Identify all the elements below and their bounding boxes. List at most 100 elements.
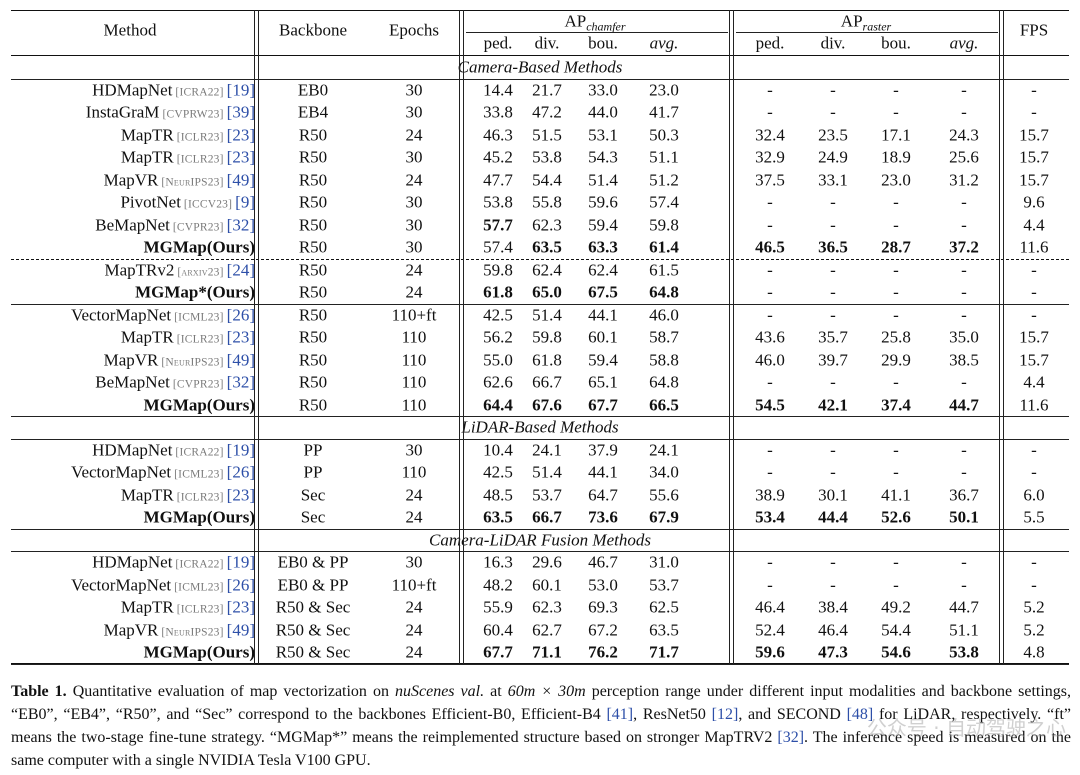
citation-link[interactable]: [26]: [226, 462, 255, 482]
header-backbone: Backbone: [279, 20, 347, 40]
citation-link[interactable]: [19]: [226, 80, 255, 99]
backbone-cell: PP: [303, 462, 323, 482]
raster-cell-3: -: [961, 192, 967, 212]
chamfer-cell-2: 33.0: [588, 80, 618, 100]
citation-link[interactable]: [23]: [226, 147, 255, 167]
raster-cell-1: 24.9: [818, 147, 848, 167]
citation-link[interactable]: [49]: [226, 620, 255, 639]
chamfer-cell-2: 46.7: [588, 552, 618, 572]
chamfer-cell-3: 51.2: [649, 170, 679, 190]
fps-cell: -: [1031, 575, 1037, 595]
epochs-cell: 110: [401, 395, 427, 415]
venue-tag: [ICRA22]: [175, 86, 224, 98]
citation-link[interactable]: [39]: [226, 102, 255, 122]
venue-tag: [NeurIPS23]: [161, 626, 224, 638]
chamfer-cell-1: 65.0: [532, 282, 562, 302]
citation-link[interactable]: [19]: [226, 552, 255, 572]
chamfer-cell-3: 50.3: [649, 125, 679, 145]
fps-cell: 6.0: [1023, 485, 1045, 505]
citation-link[interactable]: [23]: [226, 327, 255, 347]
backbone-cell: EB0: [297, 80, 329, 100]
raster-cell-2: -: [893, 215, 899, 235]
chamfer-cell-0: 46.3: [483, 125, 513, 145]
raster-cell-2: -: [893, 575, 899, 595]
raster-cell-3: 44.7: [949, 395, 979, 415]
chamfer-cell-0: 63.5: [483, 507, 513, 527]
chamfer-cell-2: 54.3: [588, 147, 618, 167]
header-ap-raster: APraster: [840, 11, 892, 34]
table-rule: [11, 551, 1069, 552]
citation-link[interactable]: [23]: [226, 597, 255, 617]
backbone-cell: EB4: [297, 102, 329, 122]
method-name: VectorMapNet: [71, 575, 172, 594]
chamfer-cell-1: 54.4: [532, 170, 562, 190]
chamfer-cell-0: 42.5: [483, 462, 513, 482]
chamfer-cell-2: 64.7: [588, 485, 618, 505]
raster-cell-2: 23.0: [881, 170, 911, 190]
citation-link[interactable]: [32]: [226, 215, 255, 234]
fps-cell: -: [1031, 80, 1037, 100]
method-name: MGMap*(Ours): [135, 282, 255, 302]
column-rule: [999, 10, 1000, 664]
citation-link[interactable]: [9]: [235, 192, 255, 212]
chamfer-cell-1: 51.5: [532, 125, 562, 145]
citation-link[interactable]: [26]: [226, 575, 255, 594]
raster-cell-3: 37.2: [949, 237, 979, 257]
chamfer-cell-3: 64.8: [649, 372, 679, 392]
chamfer-cell-2: 76.2: [588, 642, 618, 662]
subheader-rule: [466, 32, 728, 33]
fps-cell: 15.7: [1019, 170, 1049, 190]
backbone-cell: R50 & Sec: [275, 642, 351, 662]
fps-cell: 4.4: [1023, 215, 1045, 235]
raster-cell-0: 43.6: [755, 327, 785, 347]
citation-link[interactable]: [24]: [226, 260, 255, 279]
fps-cell: -: [1031, 552, 1037, 572]
column-rule: [459, 10, 460, 664]
table-rule: [11, 78, 1069, 80]
section-title: Camera-Based Methods: [457, 57, 623, 77]
chamfer-cell-1: 63.5: [532, 237, 562, 257]
method-name: MGMap(Ours): [143, 395, 255, 415]
method-name: BeMapNet: [95, 372, 170, 392]
subheader-chamfer-2: bou.: [588, 33, 618, 53]
raster-cell-2: 28.7: [881, 237, 911, 257]
epochs-cell: 30: [405, 237, 423, 257]
chamfer-cell-3: 51.1: [649, 147, 679, 167]
method-cell: MapVR [NeurIPS23] [49]: [104, 351, 255, 369]
chamfer-cell-2: 51.4: [588, 170, 618, 190]
raster-cell-0: 38.9: [755, 485, 785, 505]
header-method: Method: [103, 20, 157, 40]
raster-cell-2: 29.9: [881, 350, 911, 370]
raster-cell-0: -: [767, 102, 773, 122]
raster-cell-3: 51.1: [949, 620, 979, 640]
epochs-cell: 24: [405, 597, 423, 617]
raster-cell-1: -: [830, 372, 836, 392]
backbone-cell: R50: [298, 305, 328, 325]
citation-link[interactable]: [49]: [226, 350, 255, 369]
chamfer-cell-0: 55.0: [483, 350, 513, 370]
raster-cell-1: 42.1: [818, 395, 848, 415]
chamfer-cell-1: 59.8: [532, 327, 562, 347]
raster-cell-1: 36.5: [818, 237, 848, 257]
raster-cell-0: -: [767, 305, 773, 325]
chamfer-cell-3: 61.4: [649, 237, 679, 257]
backbone-cell: R50 & Sec: [275, 597, 351, 617]
citation-link[interactable]: [49]: [226, 170, 255, 189]
method-cell: VectorMapNet [ICML23] [26]: [71, 306, 255, 324]
chamfer-cell-2: 37.9: [588, 440, 618, 460]
chamfer-cell-2: 67.2: [588, 620, 618, 640]
raster-cell-2: -: [893, 282, 899, 302]
backbone-cell: Sec: [300, 485, 326, 505]
citation-link[interactable]: [26]: [226, 305, 255, 324]
raster-cell-0: 59.6: [755, 642, 785, 662]
method-cell: MapVR [NeurIPS23] [49]: [104, 171, 255, 189]
chamfer-cell-1: 61.8: [532, 350, 562, 370]
citation-link[interactable]: [23]: [226, 125, 255, 144]
citation-link[interactable]: [23]: [226, 485, 255, 504]
table-rule: [11, 303, 1069, 305]
epochs-cell: 30: [405, 80, 423, 100]
raster-cell-1: -: [830, 462, 836, 482]
citation-link[interactable]: [19]: [226, 440, 255, 459]
citation-link[interactable]: [32]: [226, 372, 255, 392]
raster-cell-2: 49.2: [881, 597, 911, 617]
